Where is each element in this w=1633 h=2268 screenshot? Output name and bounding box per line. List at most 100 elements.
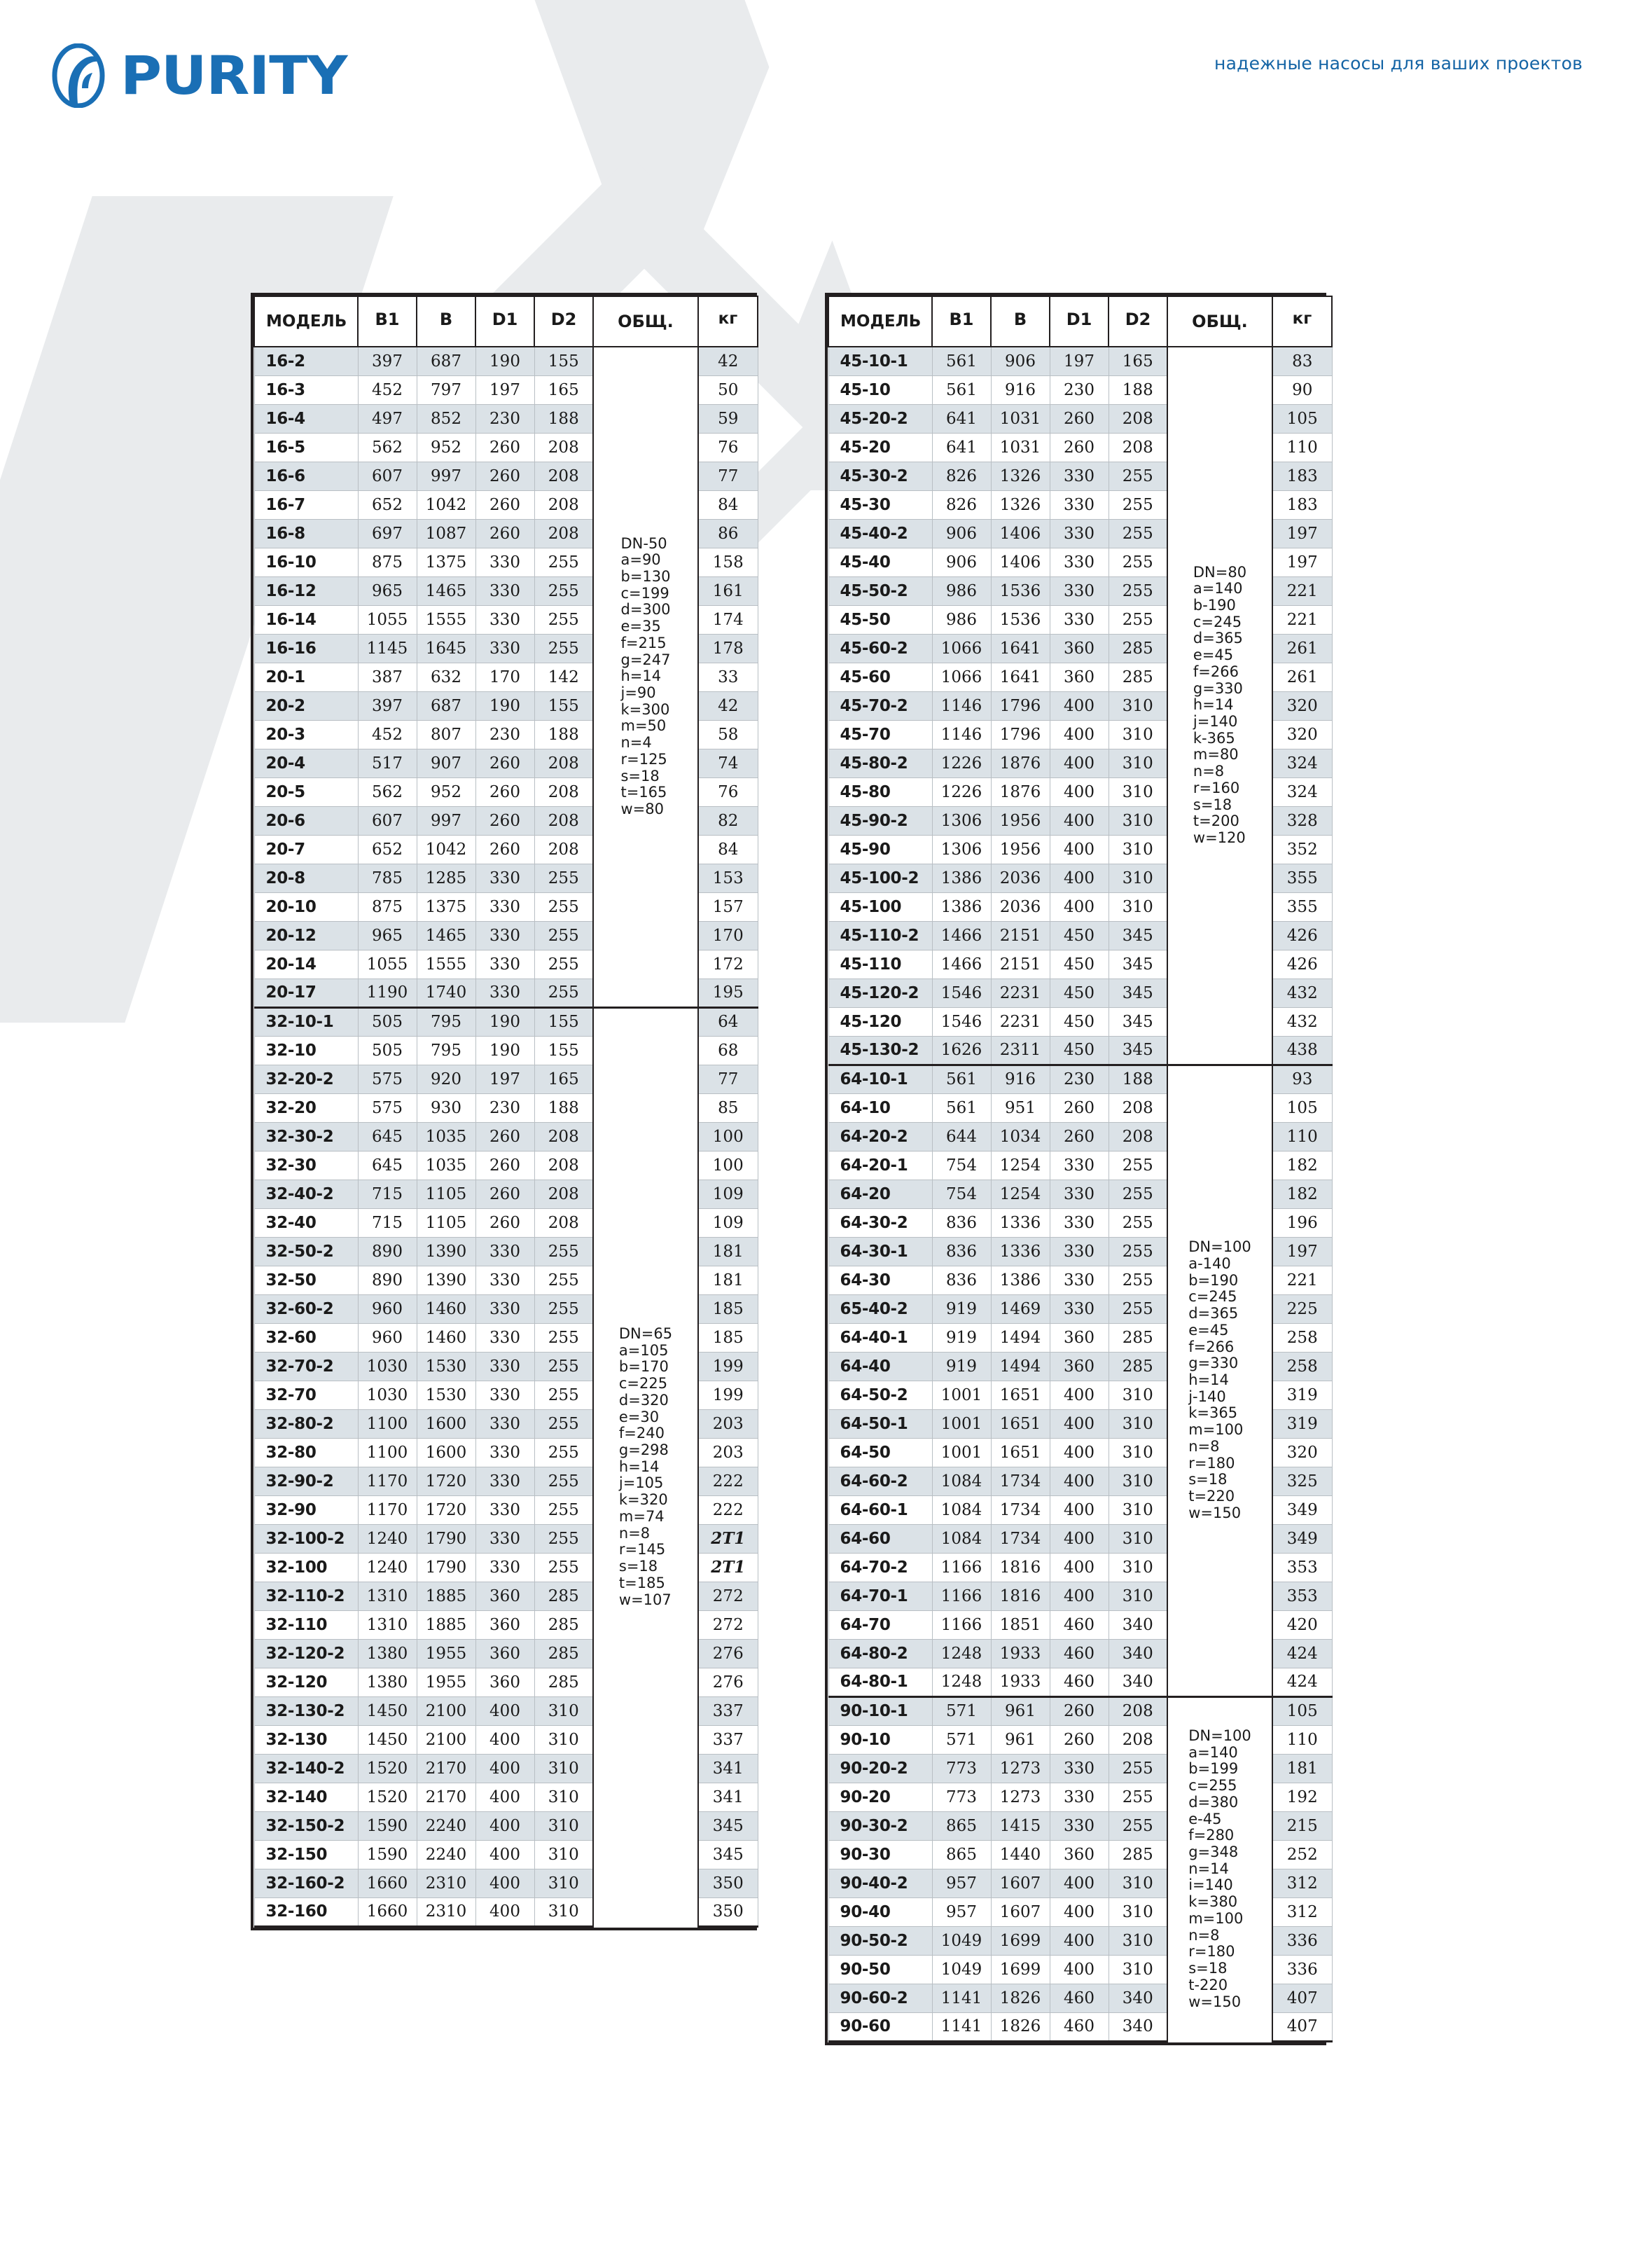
cell-kg: 324: [1272, 777, 1333, 807]
table-row: 32-80 1100 1600 330 255 203: [253, 1437, 758, 1467]
cell-kg: 345: [697, 1839, 758, 1869]
cell-d2: 310: [1108, 863, 1168, 893]
cell-d2: 208: [1108, 1695, 1168, 1726]
cell-d1: 450: [1049, 1035, 1109, 1066]
cell-d2: 208: [534, 1208, 594, 1238]
table-row: 64-20 754 1254 330 255 182: [828, 1179, 1333, 1209]
cell-d2: 155: [534, 346, 594, 376]
cell-b: 1375: [416, 892, 476, 922]
obsh-dimension-list: DN-50 a=90 b=130 c=199 d=300 e=35 f=215 …: [620, 534, 671, 817]
cell-d1: 400: [1049, 1868, 1109, 1898]
cell-b: 2311: [990, 1035, 1050, 1066]
cell-b1: 397: [357, 346, 417, 376]
cell-model: 20-1: [253, 662, 359, 692]
cell-kg: 328: [1272, 805, 1333, 836]
cell-b: 2170: [416, 1753, 476, 1783]
cell-b1: 919: [931, 1351, 992, 1381]
cell-d1: 400: [1049, 719, 1109, 749]
cell-d2: 208: [534, 1121, 594, 1152]
cell-kg: 432: [1272, 978, 1333, 1008]
page-header: PURITY надежные насосы для ваших проекто…: [0, 0, 1633, 147]
cell-b: 997: [416, 805, 476, 836]
cell-model: 45-40-2: [828, 518, 933, 548]
cell-d1: 360: [1049, 1351, 1109, 1381]
cell-kg: 221: [1272, 1265, 1333, 1295]
cell-b: 1390: [416, 1265, 476, 1295]
cell-d2: 285: [1108, 1322, 1168, 1353]
cell-d1: 260: [475, 461, 535, 491]
cell-b: 1336: [990, 1236, 1050, 1266]
cell-b: 1699: [990, 1925, 1050, 1956]
cell-kg: 199: [697, 1380, 758, 1410]
cell-obsh-dimensions: DN=65 a=105 b=170 c=225 d=320 e=30 f=240…: [592, 1006, 699, 1926]
cell-d1: 330: [475, 633, 535, 663]
column-header-obsh: ОБЩ.: [592, 296, 699, 347]
cell-b: 2100: [416, 1696, 476, 1726]
cell-d2: 255: [1108, 1179, 1168, 1209]
cell-d1: 330: [1049, 1236, 1109, 1266]
cell-d2: 255: [534, 892, 594, 922]
cell-d1: 260: [1049, 1121, 1109, 1152]
cell-d2: 310: [1108, 1409, 1168, 1439]
cell-d2: 255: [534, 978, 594, 1009]
cell-model: 32-30: [253, 1150, 359, 1180]
cell-b: 1530: [416, 1351, 476, 1381]
column-header-d2: D2: [1108, 296, 1168, 347]
cell-d2: 255: [1108, 1236, 1168, 1266]
cell-b: 2310: [416, 1897, 476, 1928]
table-row: 64-50-2 1001 1651 400 310 319: [828, 1380, 1333, 1410]
cell-d2: 310: [534, 1753, 594, 1783]
cell-b1: 773: [931, 1753, 992, 1783]
table-row: 45-100-2 1386 2036 400 310 355: [828, 863, 1333, 893]
cell-d2: 255: [1108, 1811, 1168, 1841]
cell-b1: 875: [357, 547, 417, 577]
cell-model: 45-50: [828, 604, 933, 635]
cell-kg: 170: [697, 920, 758, 950]
table-row: 32-40 715 1105 260 208 109: [253, 1208, 758, 1238]
cell-model: 20-10: [253, 892, 359, 922]
cell-kg: 319: [1272, 1380, 1333, 1410]
cell-b: 1105: [416, 1179, 476, 1209]
cell-model: 64-80-2: [828, 1638, 933, 1668]
cell-kg: 258: [1272, 1322, 1333, 1353]
cell-d1: 330: [475, 1466, 535, 1496]
column-header-b1: B1: [931, 296, 992, 347]
cell-model: 32-110: [253, 1610, 359, 1640]
cell-kg: 100: [697, 1150, 758, 1180]
cell-d1: 330: [1049, 1782, 1109, 1812]
cell-d2: 255: [534, 1409, 594, 1439]
cell-b: 1273: [990, 1782, 1050, 1812]
table-row: 45-70 1146 1796 400 310 320: [828, 719, 1333, 749]
cell-d1: 190: [475, 1006, 535, 1037]
cell-b1: 1166: [931, 1581, 992, 1611]
cell-d2: 255: [534, 547, 594, 577]
cell-d2: 310: [1108, 691, 1168, 721]
table-row: 32-150 1590 2240 400 310 345: [253, 1839, 758, 1869]
cell-kg: 196: [1272, 1208, 1333, 1238]
cell-b: 1326: [990, 461, 1050, 491]
cell-d1: 330: [1049, 1294, 1109, 1324]
cell-model: 64-50-1: [828, 1409, 933, 1439]
cell-model: 64-40-1: [828, 1322, 933, 1353]
cell-b: 961: [990, 1695, 1050, 1726]
cell-kg: 319: [1272, 1409, 1333, 1439]
cell-model: 45-90-2: [828, 805, 933, 836]
cell-d2: 188: [534, 1093, 594, 1123]
cell-d2: 310: [534, 1839, 594, 1869]
cell-kg: 64: [697, 1006, 758, 1037]
cell-d1: 360: [1049, 633, 1109, 663]
cell-model: 20-8: [253, 863, 359, 893]
cell-b1: 1141: [931, 1983, 992, 2013]
cell-kg: 349: [1272, 1495, 1333, 1525]
cell-d2: 208: [534, 777, 594, 807]
cell-b: 1326: [990, 490, 1050, 520]
cell-d2: 165: [534, 1064, 594, 1094]
cell-b: 1651: [990, 1409, 1050, 1439]
cell-model: 32-60: [253, 1322, 359, 1353]
cell-model: 32-30-2: [253, 1121, 359, 1152]
cell-d1: 450: [1049, 920, 1109, 950]
cell-model: 32-60-2: [253, 1294, 359, 1324]
cell-model: 32-20-2: [253, 1064, 359, 1094]
cell-kg: 432: [1272, 1007, 1333, 1037]
cell-d1: 330: [1049, 1265, 1109, 1295]
